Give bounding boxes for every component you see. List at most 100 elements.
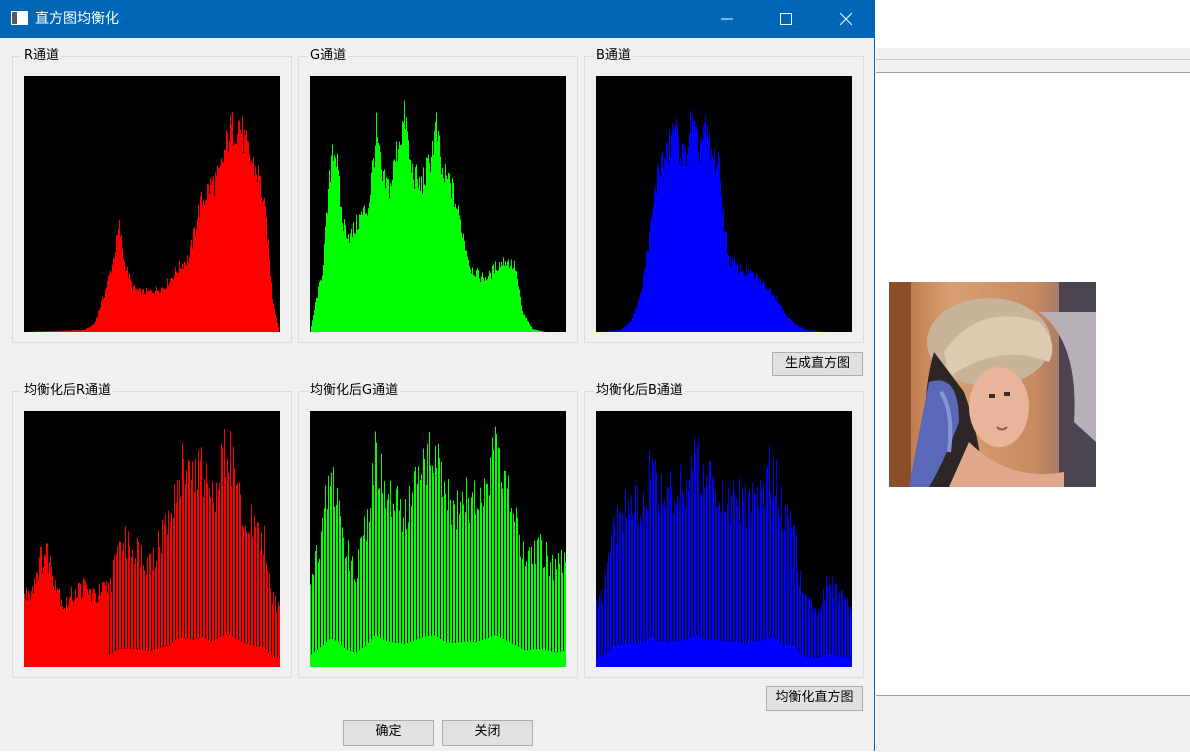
histogram-bar — [743, 502, 744, 667]
histogram-bar — [667, 143, 668, 332]
histogram-bar — [417, 484, 418, 667]
histogram-bar — [503, 257, 504, 332]
histogram-bar — [260, 550, 261, 667]
histogram-bar — [394, 511, 395, 667]
histogram-bar — [641, 521, 642, 667]
histogram-bar — [609, 650, 610, 668]
histogram-bar — [321, 281, 322, 332]
histogram-bar — [46, 544, 47, 667]
histogram-bar — [66, 597, 67, 667]
histogram-bar — [555, 559, 556, 667]
histogram-bar — [320, 280, 321, 332]
histogram-bar — [629, 321, 630, 332]
histogram-bar — [481, 503, 482, 667]
histogram-bar — [40, 546, 41, 667]
histogram-bar — [217, 639, 218, 667]
histogram-bar — [789, 645, 790, 667]
histogram-plot — [310, 76, 566, 332]
histogram-bar — [449, 174, 450, 332]
histogram-bar — [710, 461, 711, 667]
histogram-bar — [473, 275, 474, 332]
histogram-bar — [388, 494, 389, 667]
window-title: 直方图均衡化 — [35, 10, 119, 28]
histogram-bar — [109, 655, 110, 667]
histogram-bar — [703, 126, 704, 332]
histogram-bar — [496, 434, 497, 667]
generate-histogram-button[interactable]: 生成直方图 — [772, 352, 863, 376]
histogram-bar — [530, 326, 531, 332]
histogram-bar — [188, 263, 189, 332]
histogram-bar — [355, 234, 356, 332]
histogram-bar — [359, 650, 360, 667]
histogram-bar — [450, 500, 451, 667]
histogram-bar — [846, 657, 847, 667]
histogram-bar — [219, 482, 220, 667]
histogram-bar — [406, 117, 407, 332]
histogram-bar — [108, 583, 109, 667]
histogram-bar — [199, 217, 200, 332]
histogram-bar — [797, 325, 798, 332]
histogram-bar — [676, 504, 677, 667]
histogram-bar — [85, 582, 86, 667]
histogram-bar — [508, 259, 509, 332]
histogram-bar — [655, 185, 656, 332]
histogram-bar — [621, 330, 622, 332]
histogram-bar — [671, 134, 672, 332]
histogram-bar — [170, 521, 171, 667]
equalize-histogram-button[interactable]: 均衡化直方图 — [766, 686, 863, 711]
histogram-bar — [216, 483, 217, 667]
histogram-bar — [624, 327, 625, 332]
histogram-bar — [323, 645, 324, 667]
histogram-bar — [475, 514, 476, 667]
histogram-bar — [278, 602, 279, 667]
histogram-bar — [74, 330, 75, 332]
histogram-bar — [386, 641, 387, 667]
histogram-bar — [235, 638, 236, 667]
histogram-bar — [513, 268, 514, 332]
minimize-button[interactable] — [698, 0, 756, 38]
histogram-bar — [528, 551, 529, 667]
histogram-bar — [668, 164, 669, 332]
histogram-bar — [639, 298, 640, 332]
histogram-bar — [532, 564, 533, 667]
histogram-bar — [676, 118, 677, 332]
histogram-bar — [488, 276, 489, 332]
histogram-bar — [439, 458, 440, 667]
histogram-bar — [369, 202, 370, 332]
histogram-bar — [361, 537, 362, 667]
histogram-bar — [425, 636, 426, 667]
histogram-bar — [466, 477, 467, 667]
title-bar[interactable]: 直方图均衡化 — [0, 0, 875, 38]
histogram-bar — [643, 491, 644, 667]
maximize-button[interactable] — [757, 0, 815, 38]
histogram-bar — [604, 588, 605, 667]
histogram-bar — [744, 643, 745, 667]
histogram-bar — [731, 267, 732, 332]
histogram-bar — [386, 177, 387, 332]
histogram-bar — [807, 330, 808, 332]
histogram-bar — [107, 281, 108, 332]
histogram-bar — [273, 592, 274, 667]
histogram-bar — [685, 507, 686, 667]
close-button[interactable]: 关闭 — [442, 720, 533, 746]
histogram-bar — [90, 327, 91, 332]
histogram-bar — [778, 507, 779, 667]
histogram-bar — [249, 533, 250, 667]
histogram-bar — [50, 331, 51, 332]
histogram-bar — [163, 647, 164, 667]
histogram-bar — [735, 642, 736, 667]
histogram-bar — [271, 655, 272, 667]
histogram-bar — [362, 215, 363, 332]
histogram-bar — [818, 609, 819, 667]
ok-button[interactable]: 确定 — [343, 720, 434, 746]
histogram-bar — [186, 265, 187, 332]
histogram-bar — [535, 330, 536, 332]
histogram-bar — [448, 173, 449, 332]
histogram-bar — [468, 498, 469, 667]
histogram-bar — [484, 280, 485, 332]
close-window-button[interactable] — [817, 0, 875, 38]
histogram-bar — [184, 262, 185, 332]
histogram-bar — [190, 639, 191, 667]
histogram-bar — [753, 273, 754, 332]
histogram-bar — [456, 529, 457, 667]
